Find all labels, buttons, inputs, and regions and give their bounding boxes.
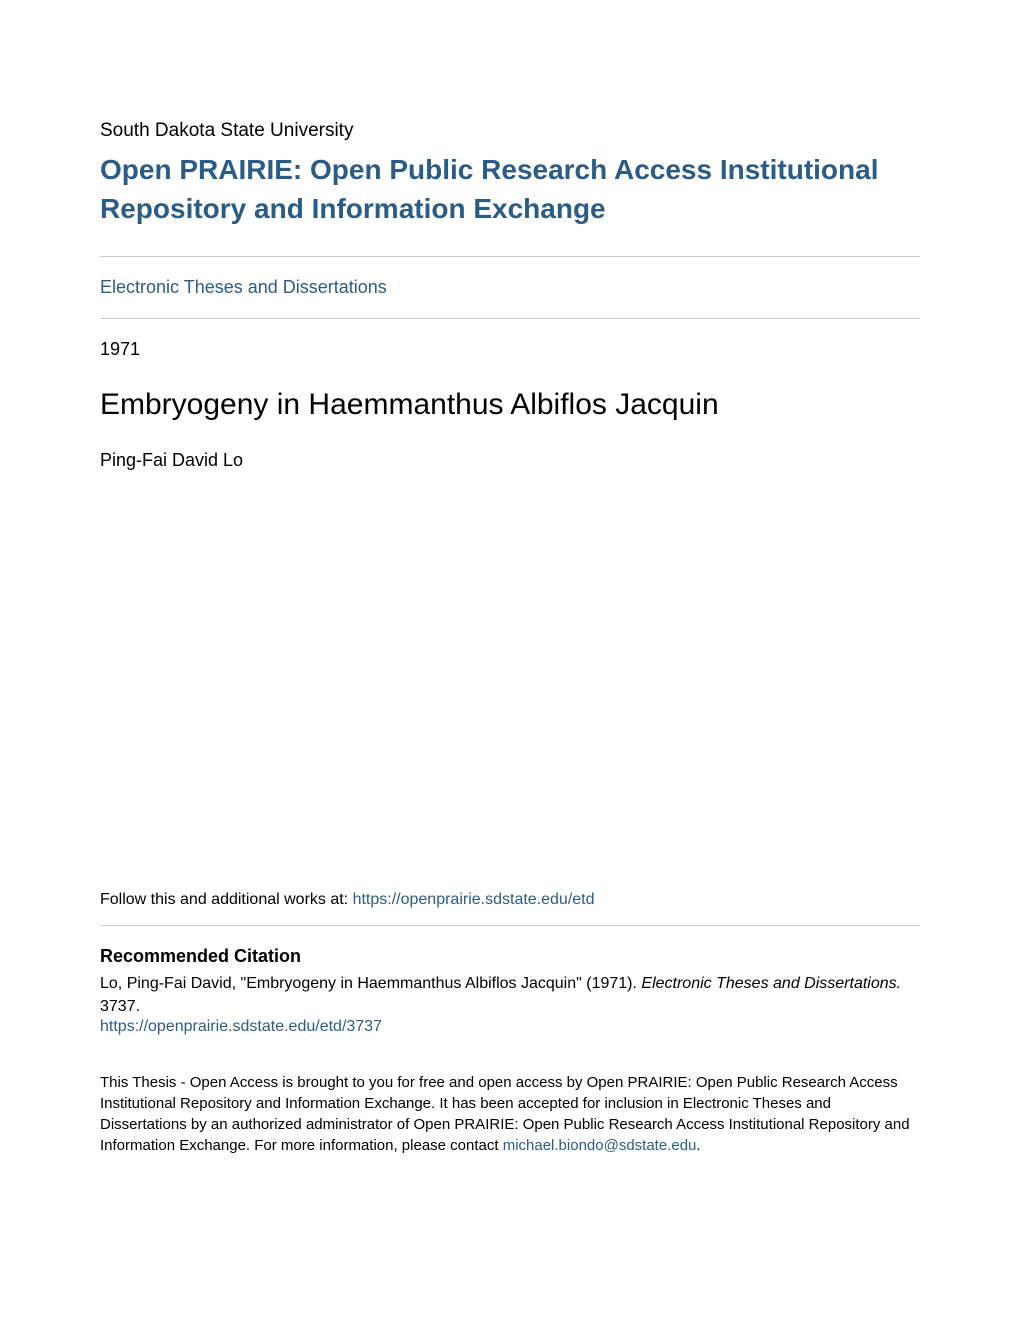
document-title: Embryogeny in Haemmanthus Albiflos Jacqu…: [100, 388, 920, 422]
access-statement: This Thesis - Open Access is brought to …: [100, 1072, 920, 1156]
citation-text-part2: 3737.: [100, 998, 140, 1015]
contact-email-link[interactable]: michael.biondo@sdstate.edu: [503, 1137, 697, 1154]
access-text-part2: .: [696, 1137, 700, 1154]
citation-text-part1: Lo, Ping-Fai David, "Embryogeny in Haemm…: [100, 975, 641, 992]
repository-title: Open PRAIRIE: Open Public Research Acces…: [100, 150, 920, 228]
divider-citation: [100, 925, 920, 926]
citation-italic: Electronic Theses and Dissertations.: [641, 975, 901, 992]
collection-link[interactable]: Electronic Theses and Dissertations: [100, 257, 387, 318]
follow-works-text: Follow this and additional works at: htt…: [100, 891, 920, 909]
repository-title-link[interactable]: Open PRAIRIE: Open Public Research Acces…: [100, 154, 878, 224]
follow-prefix: Follow this and additional works at:: [100, 891, 353, 908]
citation-body: Lo, Ping-Fai David, "Embryogeny in Haemm…: [100, 973, 920, 1018]
institution-name: South Dakota State University: [100, 120, 920, 142]
divider-bottom: [100, 318, 920, 319]
author-name: Ping-Fai David Lo: [100, 450, 920, 471]
citation-url-link[interactable]: https://openprairie.sdstate.edu/etd/3737: [100, 1018, 382, 1035]
publication-year: 1971: [100, 339, 920, 360]
follow-url-link[interactable]: https://openprairie.sdstate.edu/etd: [353, 891, 595, 908]
content-spacer: [100, 471, 920, 891]
citation-heading: Recommended Citation: [100, 946, 920, 967]
